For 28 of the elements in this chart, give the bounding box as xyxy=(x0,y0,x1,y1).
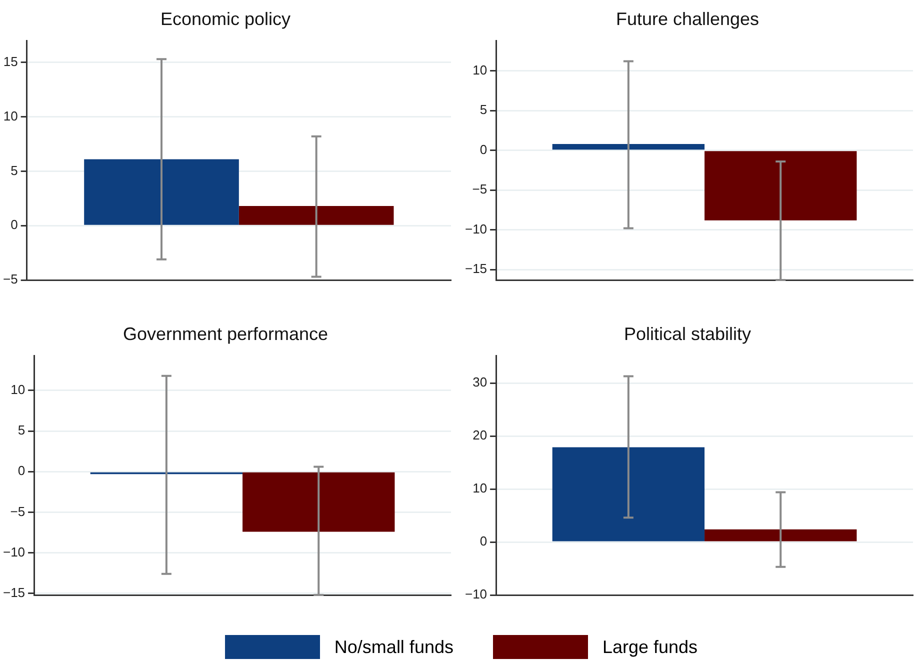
y-tick-label: 10 xyxy=(10,382,26,398)
chart-title: Economic policy xyxy=(160,8,291,29)
y-tick-label: −15 xyxy=(2,584,26,600)
text: No/small funds xyxy=(334,636,454,658)
y-tick-label: −10 xyxy=(464,221,488,236)
y-tick-label: −5 xyxy=(472,182,488,197)
y-tick-label: 20 xyxy=(472,428,488,443)
y-tick-label: 15 xyxy=(3,54,18,69)
y-tick-label: 10 xyxy=(472,62,488,78)
y-tick-label: −15 xyxy=(464,261,488,276)
chart-title: Political stability xyxy=(624,324,752,344)
y-tick-label: 30 xyxy=(472,374,488,390)
y-tick-label: 5 xyxy=(10,162,18,178)
y-tick-label: 0 xyxy=(10,217,18,232)
y-tick-label: 5 xyxy=(18,422,26,438)
y-tick-label: 0 xyxy=(480,534,488,549)
y-tick-label: 10 xyxy=(472,480,488,496)
y-tick-label: 0 xyxy=(480,142,488,157)
chart-title: Future challenges xyxy=(616,8,760,29)
y-tick-label: −5 xyxy=(10,504,26,519)
y-tick-label: −10 xyxy=(2,544,26,560)
text: Large funds xyxy=(602,636,698,658)
y-tick-label: −5 xyxy=(2,272,18,287)
chart-title: Government performance xyxy=(122,324,328,344)
y-tick-label: −10 xyxy=(464,586,488,602)
y-tick-label: 0 xyxy=(18,463,26,478)
y-tick-label: 10 xyxy=(3,108,18,124)
y-tick-label: 5 xyxy=(480,102,488,118)
